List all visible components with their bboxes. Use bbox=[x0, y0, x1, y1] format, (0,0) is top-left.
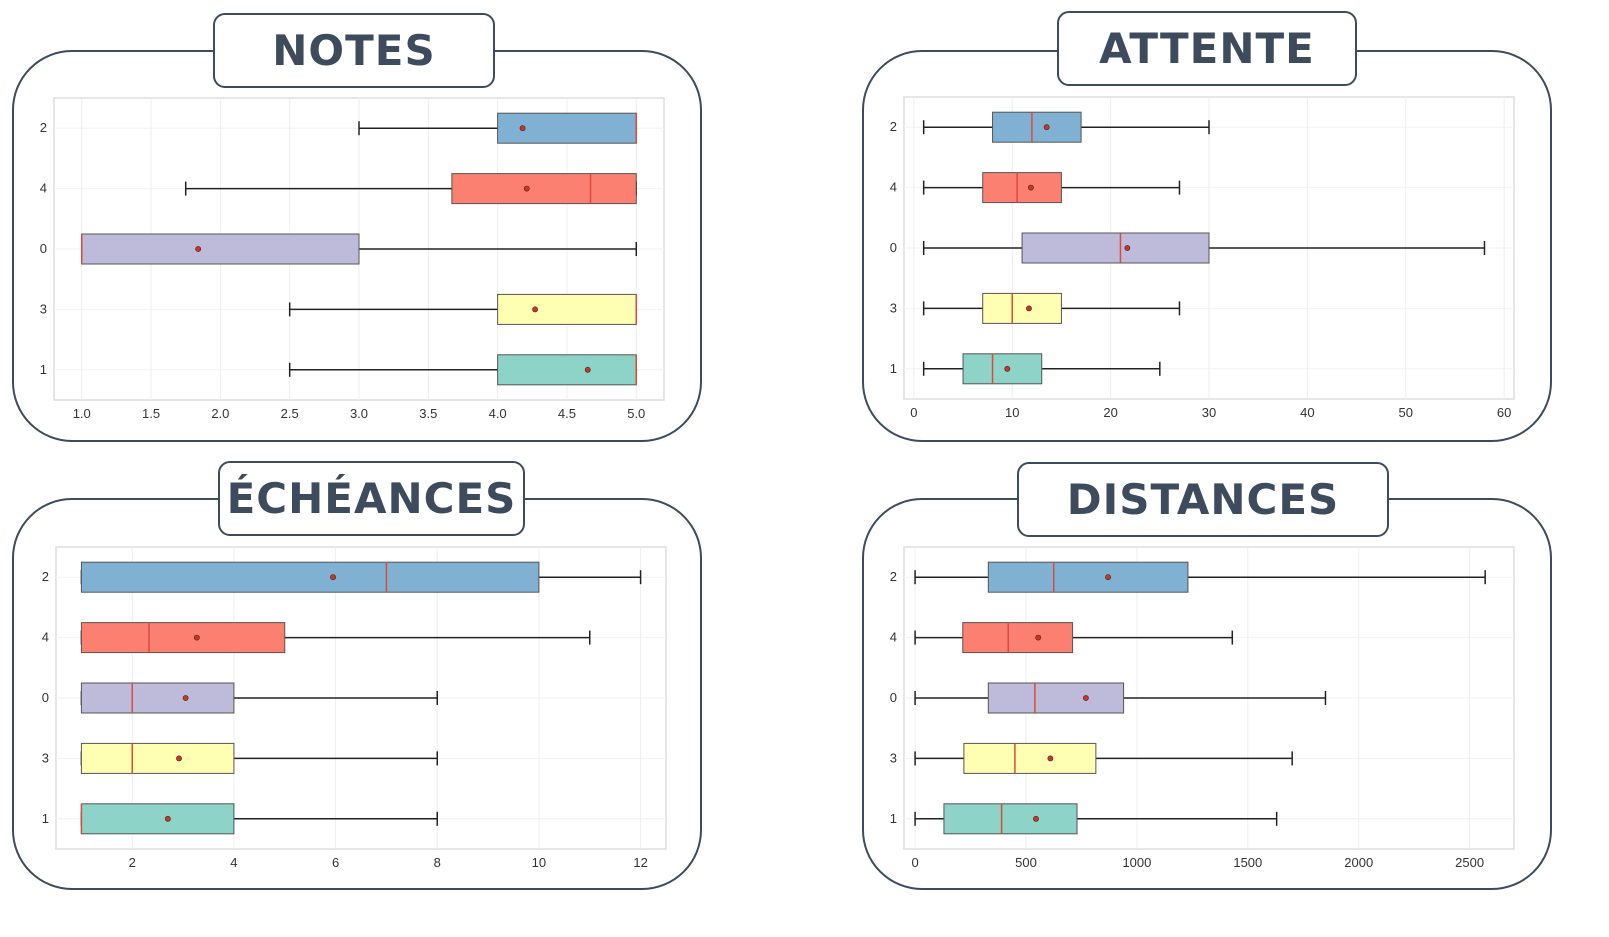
box-2 bbox=[80, 561, 540, 593]
y-tick-label: 2 bbox=[42, 569, 49, 584]
x-tick-label: 8 bbox=[434, 855, 441, 870]
y-tick-label: 3 bbox=[890, 300, 897, 315]
y-tick-label: 3 bbox=[42, 750, 49, 765]
chart-notes: 1.0 1.5 2.0 2.5 3.0 3.5 4.0 4.5 5.0 2 4 0 3 1 bbox=[40, 97, 665, 421]
mean-marker bbox=[1026, 305, 1032, 312]
mean-marker bbox=[1035, 634, 1042, 641]
panel-title: ÉCHÉANCES bbox=[218, 461, 525, 536]
box-3 bbox=[963, 742, 1097, 774]
x-tick-label: 1.5 bbox=[142, 406, 160, 421]
x-tick-label: 40 bbox=[1300, 405, 1314, 420]
box-2 bbox=[497, 112, 637, 144]
box-0 bbox=[1021, 232, 1210, 264]
box-0 bbox=[80, 682, 235, 714]
panel-title: DISTANCES bbox=[1017, 462, 1389, 537]
y-tick-label: 2 bbox=[890, 119, 897, 134]
y-tick-label: 4 bbox=[40, 181, 47, 196]
box-0 bbox=[81, 233, 360, 265]
y-tick-label: 4 bbox=[890, 180, 897, 195]
mean-marker bbox=[584, 366, 591, 373]
y-tick-label: 1 bbox=[890, 811, 897, 826]
y-tick-label: 2 bbox=[40, 120, 47, 135]
mean-marker bbox=[176, 755, 182, 762]
mean-marker bbox=[519, 125, 526, 132]
y-tick-label: 0 bbox=[40, 241, 47, 256]
x-tick-label: 2.0 bbox=[211, 406, 229, 421]
x-tick-label: 30 bbox=[1202, 405, 1216, 420]
x-tick-label: 0 bbox=[910, 405, 917, 420]
x-tick-label: 500 bbox=[1015, 855, 1037, 870]
mean-marker bbox=[1082, 695, 1089, 701]
mean-marker bbox=[182, 695, 189, 701]
chart-echeances: 2 4 6 8 10 12 2 4 0 3 1 bbox=[42, 546, 667, 870]
box-1 bbox=[497, 354, 637, 386]
box-4 bbox=[982, 172, 1062, 204]
x-tick-label: 0 bbox=[911, 855, 918, 870]
mean-marker bbox=[1124, 245, 1131, 251]
panel-title: ATTENTE bbox=[1057, 11, 1357, 86]
x-tick-label: 4.0 bbox=[489, 406, 507, 421]
box-1 bbox=[962, 353, 1043, 385]
x-tick-label: 6 bbox=[332, 855, 339, 870]
box-1 bbox=[80, 803, 235, 835]
x-tick-label: 1500 bbox=[1233, 855, 1262, 870]
mean-marker bbox=[1033, 815, 1039, 822]
box-3 bbox=[80, 742, 235, 774]
y-tick-label: 4 bbox=[42, 630, 49, 645]
box-3 bbox=[982, 292, 1062, 324]
box-4 bbox=[80, 622, 286, 654]
y-tick-label: 0 bbox=[890, 240, 897, 255]
box-2 bbox=[992, 111, 1082, 143]
y-tick-label: 3 bbox=[890, 750, 897, 765]
box-1 bbox=[943, 803, 1078, 835]
mean-marker bbox=[195, 246, 202, 252]
y-tick-label: 3 bbox=[40, 301, 47, 316]
mean-marker bbox=[1004, 365, 1011, 372]
y-tick-label: 0 bbox=[890, 690, 897, 705]
x-tick-label: 3.5 bbox=[419, 406, 437, 421]
x-tick-label: 2500 bbox=[1455, 855, 1484, 870]
x-tick-label: 2 bbox=[129, 855, 136, 870]
x-tick-label: 10 bbox=[1005, 405, 1019, 420]
x-tick-label: 1000 bbox=[1122, 855, 1151, 870]
x-tick-label: 4 bbox=[230, 855, 237, 870]
x-tick-label: 3.0 bbox=[350, 406, 368, 421]
mean-marker bbox=[164, 815, 171, 822]
box-4 bbox=[962, 622, 1074, 654]
x-tick-label: 1.0 bbox=[73, 406, 91, 421]
x-tick-label: 60 bbox=[1497, 405, 1511, 420]
x-tick-label: 2000 bbox=[1344, 855, 1373, 870]
y-tick-label: 1 bbox=[890, 361, 897, 376]
y-tick-label: 4 bbox=[890, 630, 897, 645]
mean-marker bbox=[1028, 184, 1034, 191]
box-2 bbox=[987, 561, 1189, 593]
panel-title: NOTES bbox=[213, 13, 495, 88]
y-tick-label: 2 bbox=[890, 569, 897, 584]
mean-marker bbox=[532, 306, 538, 313]
box-3 bbox=[497, 293, 637, 325]
mean-marker bbox=[1047, 755, 1054, 762]
x-tick-label: 50 bbox=[1399, 405, 1413, 420]
x-tick-label: 4.5 bbox=[558, 406, 576, 421]
mean-marker bbox=[523, 185, 530, 192]
y-tick-label: 0 bbox=[42, 690, 49, 705]
x-tick-label: 5.0 bbox=[627, 406, 645, 421]
mean-marker bbox=[193, 634, 200, 641]
x-tick-label: 10 bbox=[532, 855, 546, 870]
x-tick-label: 20 bbox=[1103, 405, 1117, 420]
box-4 bbox=[451, 173, 637, 205]
y-tick-label: 1 bbox=[40, 362, 47, 377]
chart-distances: 0 500 1000 1500 2000 2500 2 4 0 3 1 bbox=[890, 546, 1515, 870]
x-tick-label: 12 bbox=[633, 855, 647, 870]
x-tick-label: 2.5 bbox=[281, 406, 299, 421]
box-0 bbox=[987, 682, 1125, 714]
y-tick-label: 1 bbox=[42, 811, 49, 826]
mean-marker bbox=[1043, 124, 1050, 131]
mean-marker bbox=[1105, 574, 1111, 581]
mean-marker bbox=[330, 574, 336, 581]
